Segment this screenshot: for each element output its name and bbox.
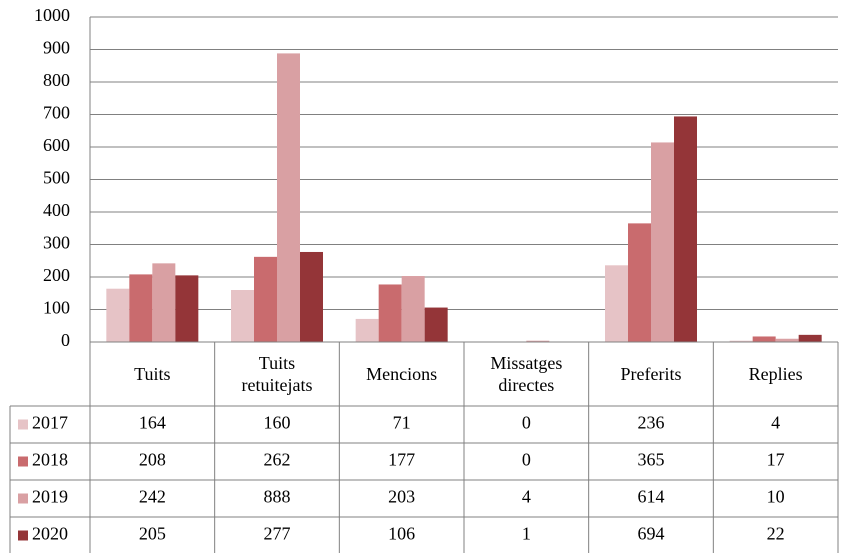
bar bbox=[231, 290, 254, 342]
bar bbox=[775, 338, 799, 342]
legend-swatch bbox=[18, 530, 28, 541]
legend-swatch bbox=[18, 493, 28, 504]
bar bbox=[106, 288, 130, 342]
bar bbox=[605, 265, 628, 342]
category-label: Tuits retuitejats bbox=[241, 353, 313, 395]
y-tick-label: 700 bbox=[43, 103, 70, 123]
bar bbox=[152, 263, 176, 342]
table-value: 17 bbox=[767, 450, 785, 470]
table-value: 365 bbox=[638, 450, 665, 470]
table-value: 262 bbox=[264, 450, 291, 470]
y-tick-label: 900 bbox=[43, 38, 70, 58]
category-label: Mencions bbox=[366, 364, 438, 384]
y-tick-label: 400 bbox=[43, 200, 70, 220]
table-value: 888 bbox=[264, 487, 291, 507]
bar bbox=[378, 284, 402, 342]
bar bbox=[798, 334, 822, 342]
table-value: 160 bbox=[264, 413, 291, 433]
y-tick-label: 600 bbox=[43, 135, 70, 155]
legend-swatch bbox=[18, 419, 28, 430]
table-value: 10 bbox=[767, 487, 785, 507]
table-value: 1 bbox=[522, 524, 531, 544]
legend-label: 2017 bbox=[32, 413, 68, 433]
table-value: 164 bbox=[139, 413, 166, 433]
table-value: 236 bbox=[638, 413, 665, 433]
legend-swatch bbox=[18, 456, 28, 467]
legend-label: 2019 bbox=[32, 487, 68, 507]
table-value: 694 bbox=[638, 524, 665, 544]
category-label: Replies bbox=[748, 364, 803, 384]
table-value: 71 bbox=[393, 413, 411, 433]
bar bbox=[628, 223, 651, 342]
category-label: Tuits bbox=[134, 364, 171, 384]
y-tick-label: 800 bbox=[43, 70, 70, 90]
table-value: 277 bbox=[264, 524, 291, 544]
table-value: 22 bbox=[767, 524, 785, 544]
table-value: 242 bbox=[139, 487, 166, 507]
legend-label: 2020 bbox=[32, 524, 68, 544]
table-value: 0 bbox=[522, 413, 531, 433]
y-tick-label: 300 bbox=[43, 233, 70, 253]
bar bbox=[254, 256, 277, 342]
bar bbox=[355, 318, 379, 342]
bar bbox=[651, 142, 674, 342]
category-label: Preferits bbox=[620, 364, 682, 384]
table-value: 177 bbox=[388, 450, 415, 470]
bar bbox=[424, 307, 448, 342]
y-tick-label: 500 bbox=[43, 168, 70, 188]
table-value: 208 bbox=[139, 450, 166, 470]
bar bbox=[752, 336, 776, 342]
y-tick-label: 0 bbox=[61, 330, 70, 350]
bar bbox=[401, 276, 425, 342]
bar bbox=[729, 340, 753, 342]
table-value: 614 bbox=[638, 487, 665, 507]
table-value: 0 bbox=[522, 450, 531, 470]
table-value: 4 bbox=[771, 413, 780, 433]
legend-label: 2018 bbox=[32, 450, 68, 470]
bar bbox=[300, 251, 323, 342]
table-value: 205 bbox=[139, 524, 166, 544]
y-tick-label: 100 bbox=[43, 298, 70, 318]
bar bbox=[129, 274, 153, 342]
table-value: 106 bbox=[388, 524, 415, 544]
bar bbox=[674, 116, 697, 342]
table-value: 4 bbox=[522, 487, 531, 507]
category-label: Missatges directes bbox=[490, 353, 563, 395]
bar bbox=[277, 53, 300, 343]
bar bbox=[526, 340, 550, 342]
bar bbox=[175, 275, 199, 342]
y-tick-label: 200 bbox=[43, 265, 70, 285]
table-value: 203 bbox=[388, 487, 415, 507]
y-tick-label: 1000 bbox=[34, 5, 70, 25]
